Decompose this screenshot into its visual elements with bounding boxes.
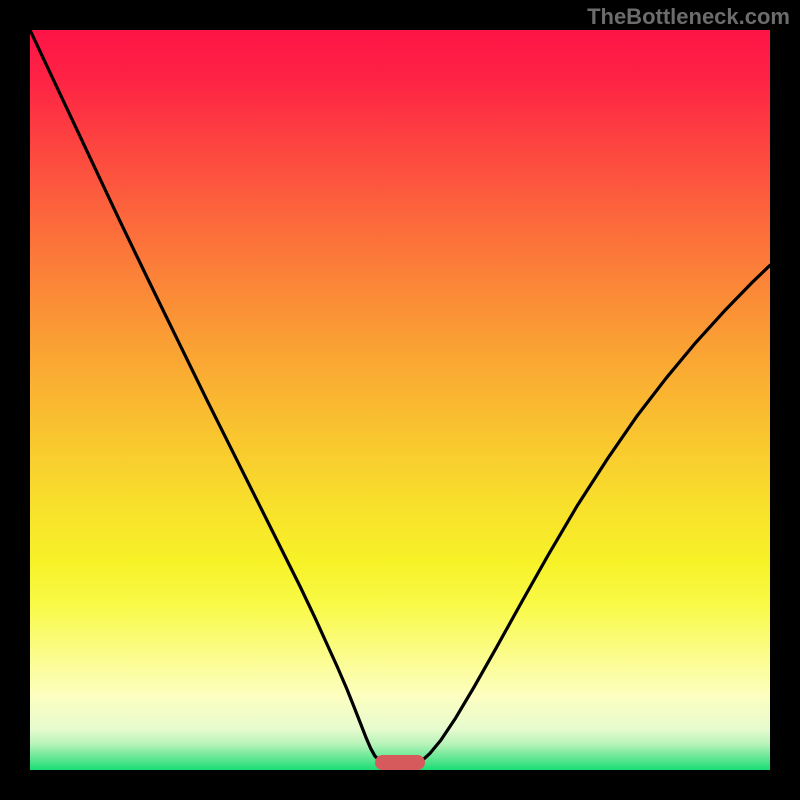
curve-left-branch — [30, 30, 379, 760]
plot-area — [30, 30, 770, 770]
chart-frame: TheBottleneck.com — [0, 0, 800, 800]
bottleneck-marker — [375, 755, 425, 770]
watermark-text: TheBottleneck.com — [587, 4, 790, 30]
curve-right-branch — [422, 265, 770, 760]
curve-layer — [30, 30, 770, 770]
